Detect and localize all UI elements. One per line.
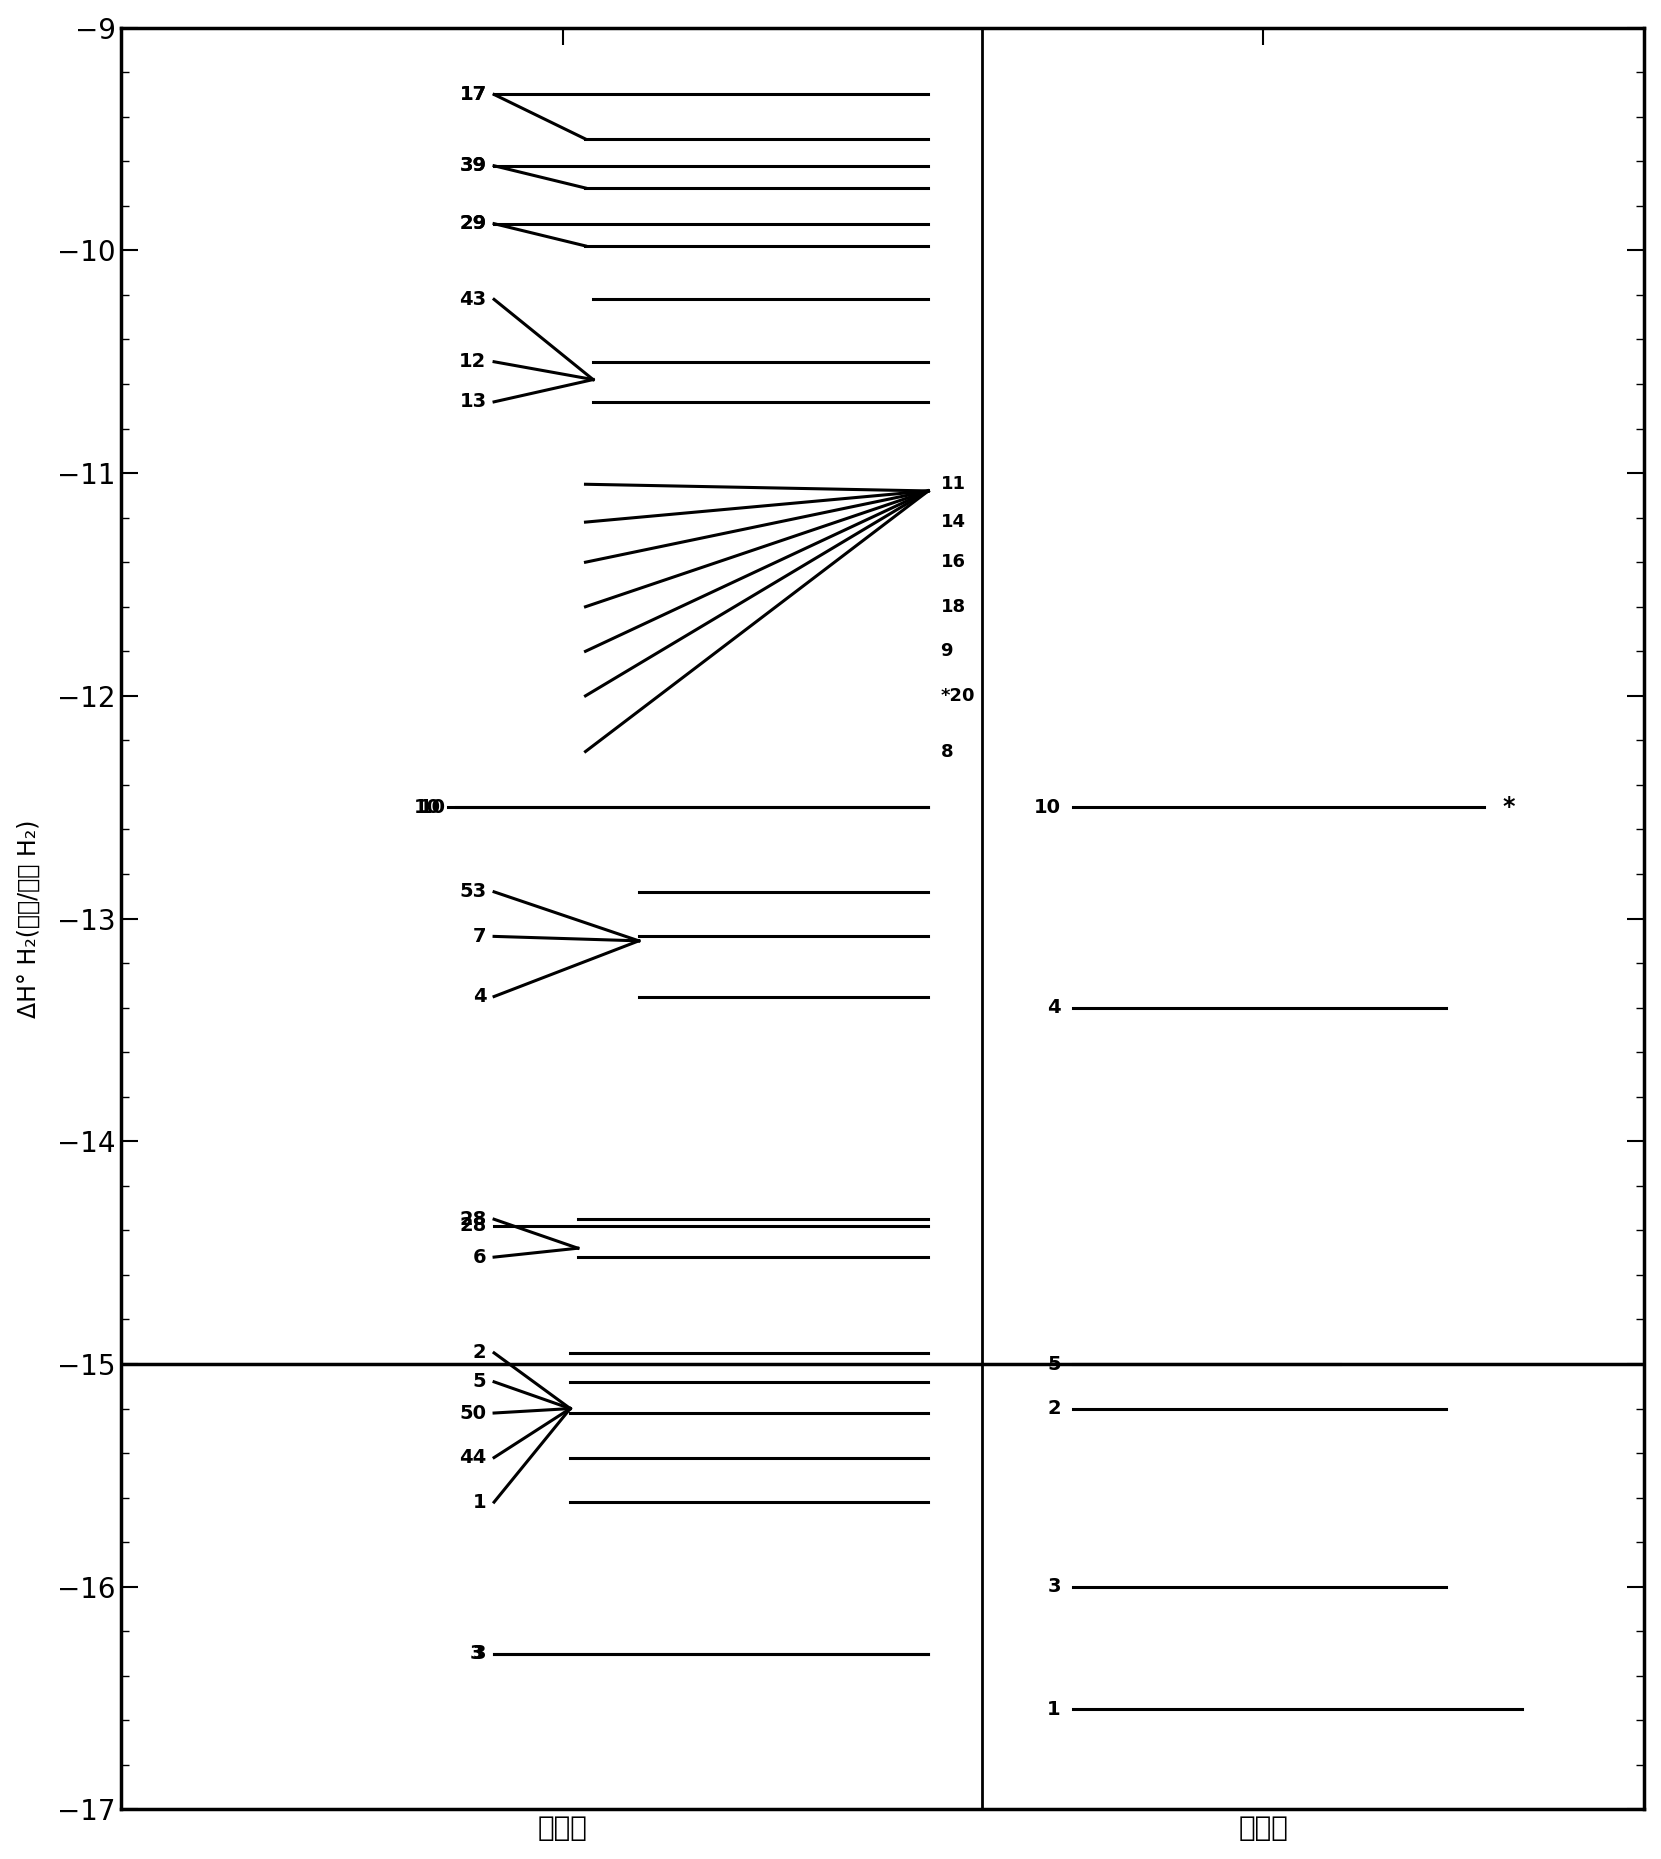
- Text: 53: 53: [460, 883, 487, 902]
- Text: 11: 11: [940, 476, 965, 493]
- Text: 10: 10: [1033, 798, 1061, 816]
- Text: 29: 29: [460, 214, 487, 232]
- Text: 5: 5: [473, 1372, 487, 1391]
- Text: 1: 1: [473, 1493, 487, 1511]
- Text: 39: 39: [460, 156, 487, 175]
- Text: 50: 50: [460, 1404, 487, 1422]
- Text: 5: 5: [1046, 1355, 1061, 1374]
- Text: 1: 1: [1046, 1699, 1061, 1720]
- Text: 12: 12: [458, 351, 487, 372]
- Text: 2: 2: [1046, 1400, 1061, 1418]
- Text: 9: 9: [940, 643, 953, 660]
- Text: 17: 17: [460, 86, 487, 104]
- Text: 43: 43: [460, 290, 487, 309]
- Text: 18: 18: [940, 599, 965, 615]
- Text: 6: 6: [473, 1247, 487, 1266]
- Text: 4: 4: [473, 987, 487, 1006]
- Text: 28: 28: [458, 1210, 487, 1229]
- Text: 17: 17: [460, 86, 487, 104]
- Text: *20: *20: [940, 686, 975, 705]
- Text: 7: 7: [473, 928, 487, 946]
- Text: 3: 3: [473, 1643, 487, 1664]
- Text: 44: 44: [458, 1448, 487, 1467]
- Text: *: *: [1503, 796, 1515, 820]
- Text: 16: 16: [940, 554, 965, 571]
- Text: 39: 39: [460, 156, 487, 175]
- Text: 2: 2: [473, 1344, 487, 1363]
- Text: 3: 3: [470, 1643, 483, 1664]
- Text: 4: 4: [1046, 998, 1061, 1017]
- Text: 13: 13: [460, 392, 487, 411]
- Text: 10: 10: [414, 798, 440, 816]
- Y-axis label: ΔH° H₂(千卡/摩尔 H₂): ΔH° H₂(千卡/摩尔 H₂): [17, 820, 40, 1017]
- Text: 3: 3: [1048, 1576, 1061, 1597]
- Text: 14: 14: [940, 513, 965, 532]
- Text: 29: 29: [460, 214, 487, 232]
- Text: 8: 8: [940, 742, 953, 760]
- Text: 10: 10: [419, 798, 445, 816]
- Text: 28: 28: [458, 1216, 487, 1236]
